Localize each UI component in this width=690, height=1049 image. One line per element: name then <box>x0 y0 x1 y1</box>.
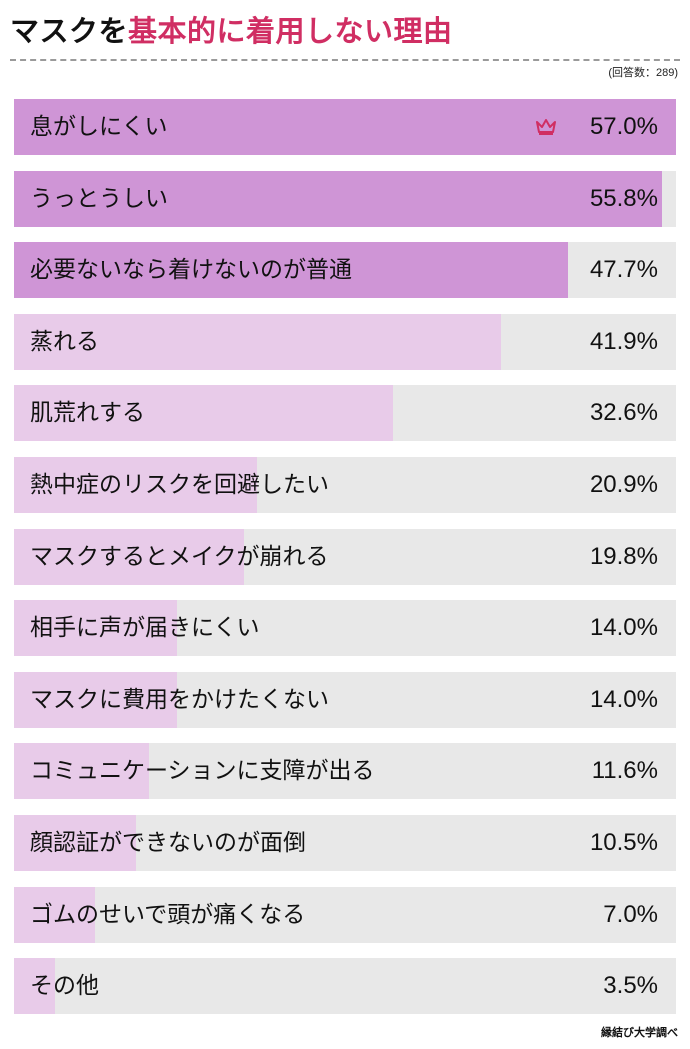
bar <box>14 815 136 871</box>
bar-value: 47.7% <box>589 256 658 283</box>
bar <box>14 242 568 298</box>
bar-row: 蒸れる 41.9% <box>14 314 676 370</box>
bar-label: 熱中症のリスクを回避したい <box>30 472 329 498</box>
bar <box>14 314 501 370</box>
bar-row: 顔認証ができないのが面倒 10.5% <box>14 815 676 871</box>
bar <box>14 457 257 513</box>
bar <box>14 743 149 799</box>
bar <box>14 171 663 227</box>
bar <box>14 99 676 155</box>
bar-label: 必要ないなら着けないのが普通 <box>30 257 352 283</box>
bar-label: うっとうしい <box>30 186 168 212</box>
bar-label: マスクに費用をかけたくない <box>30 687 329 713</box>
bar-label: マスクするとメイクが崩れる <box>30 544 329 570</box>
bar-value: 55.8% <box>589 185 658 212</box>
bar-label: 息がしにくい <box>30 114 168 140</box>
bar <box>14 672 177 728</box>
title-prefix: マスクを <box>10 14 129 48</box>
bar-value: 41.9% <box>589 328 658 355</box>
bar-row: その他 3.5% <box>14 958 676 1014</box>
bar <box>14 958 55 1014</box>
bar-row: 相手に声が届きにくい 14.0% <box>14 600 676 656</box>
bar-value: 10.5% <box>589 829 658 856</box>
title-divider <box>10 59 680 61</box>
bar-label: コミュニケーションに支障が出る <box>30 758 375 784</box>
bar-value: 32.6% <box>589 399 658 426</box>
crown-icon <box>536 119 556 135</box>
respondents-note: (回答数：289) <box>608 67 678 79</box>
bar-label: その他 <box>30 973 99 999</box>
bar-value: 57.0% <box>589 113 658 140</box>
bar-row: 必要ないなら着けないのが普通 47.7% <box>14 242 676 298</box>
bar-value: 14.0% <box>589 614 658 641</box>
bar-value: 7.0% <box>603 901 658 928</box>
bar <box>14 529 244 585</box>
bar <box>14 385 393 441</box>
bar-row: ゴムのせいで頭が痛くなる 7.0% <box>14 887 676 943</box>
bar-row: 肌荒れする 32.6% <box>14 385 676 441</box>
bar-value: 19.8% <box>589 543 658 570</box>
bar-row: マスクするとメイクが崩れる 19.8% <box>14 529 676 585</box>
bar-label: 肌荒れする <box>30 400 145 426</box>
bar-value: 3.5% <box>603 972 658 999</box>
title-highlight: 基本的に着用しない理由 <box>128 14 453 48</box>
bar-label: ゴムのせいで頭が痛くなる <box>30 902 306 928</box>
bar-label: 相手に声が届きにくい <box>30 615 260 641</box>
bar <box>14 600 177 656</box>
bar-row: マスクに費用をかけたくない 14.0% <box>14 672 676 728</box>
bar-row: うっとうしい 55.8% <box>14 171 676 227</box>
bar-row: 熱中症のリスクを回避したい 20.9% <box>14 457 676 513</box>
chart-title: マスクを基本的に着用しない理由 <box>10 8 453 48</box>
source-credit: 縁結び大学調べ <box>601 1026 678 1039</box>
bar-label: 顔認証ができないのが面倒 <box>30 830 306 856</box>
bar-row: コミュニケーションに支障が出る 11.6% <box>14 743 676 799</box>
bar-label: 蒸れる <box>30 329 99 355</box>
bar-value: 20.9% <box>589 471 658 498</box>
bar-value: 11.6% <box>591 757 658 784</box>
bar-row: 息がしにくい 57.0% <box>14 99 676 155</box>
bar-value: 14.0% <box>589 686 658 713</box>
bar <box>14 887 96 943</box>
